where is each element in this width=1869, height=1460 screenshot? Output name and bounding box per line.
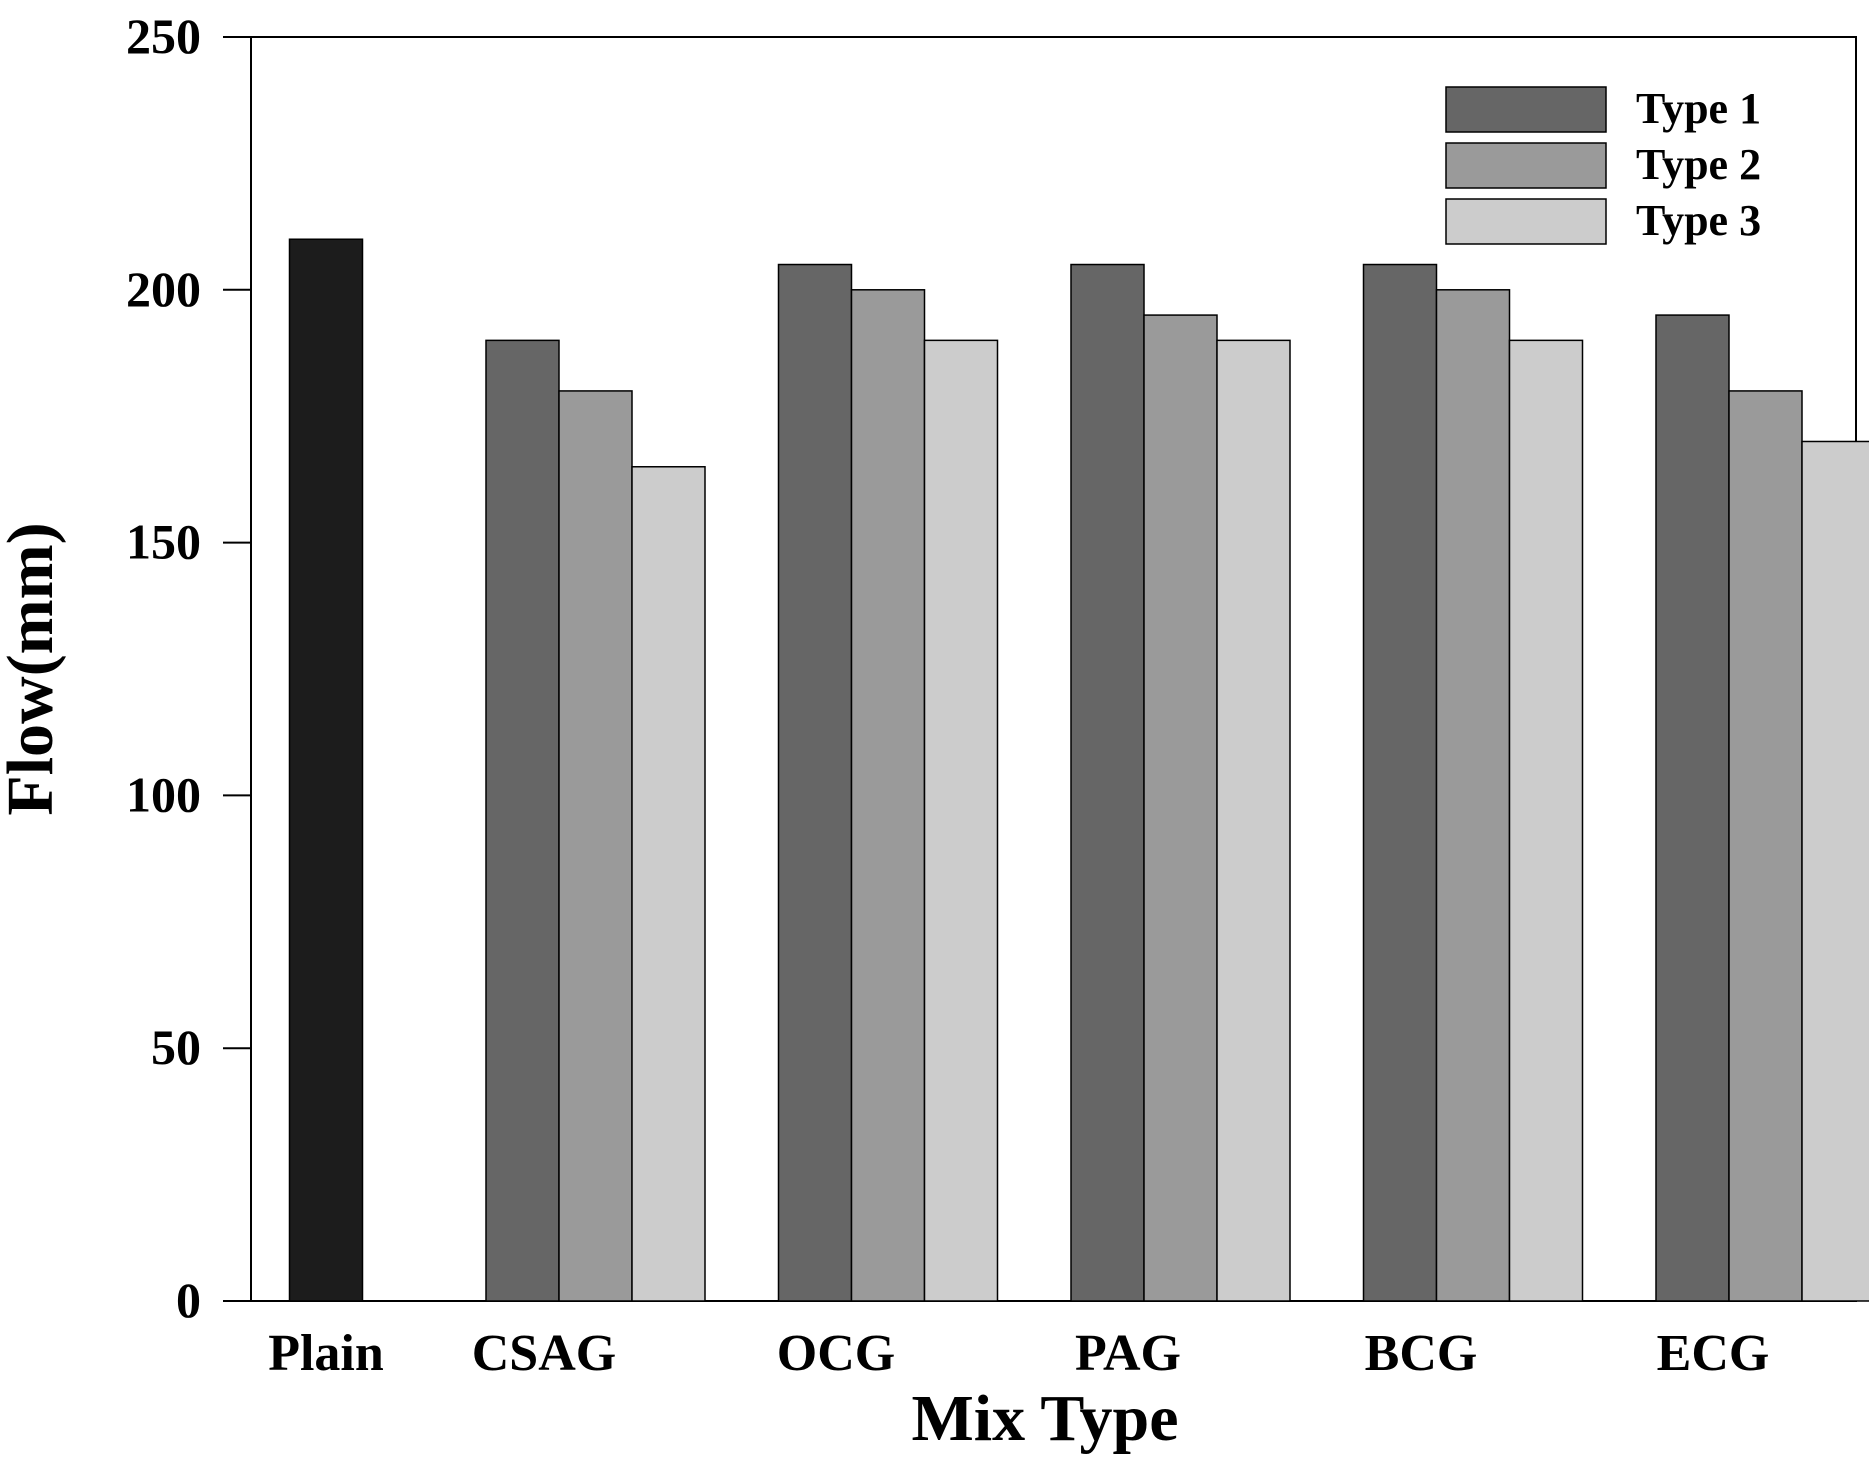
bar-csag-type2 bbox=[558, 390, 633, 1302]
legend-label-type1: Type 1 bbox=[1636, 84, 1761, 133]
bar-ecg-type2 bbox=[1728, 390, 1803, 1302]
legend: Type 1 Type 2 Type 3 bbox=[1445, 84, 1761, 245]
bar-csag-type3 bbox=[631, 466, 706, 1302]
bar-pag-type1 bbox=[1070, 263, 1145, 1302]
bar-ocg-type1 bbox=[777, 263, 853, 1302]
bar-bcg-type3 bbox=[1508, 339, 1584, 1302]
bar-ecg-type1 bbox=[1655, 314, 1730, 1302]
legend-swatch-type2 bbox=[1445, 142, 1607, 189]
y-tick-label-150: 150 bbox=[126, 514, 201, 570]
x-tick-label-csag: CSAG bbox=[472, 1325, 616, 1382]
y-axis-title: Flow(mm) bbox=[0, 522, 67, 815]
x-tick-label-plain: Plain bbox=[268, 1325, 384, 1382]
bar-plain bbox=[288, 238, 364, 1302]
y-tick-label-50: 50 bbox=[151, 1019, 201, 1075]
legend-label-type3: Type 3 bbox=[1636, 196, 1761, 245]
legend-swatch-type3 bbox=[1445, 198, 1607, 245]
bar-ocg-type3 bbox=[923, 339, 999, 1302]
y-axis: 0 50 100 150 200 250 bbox=[126, 8, 251, 1328]
x-axis: Plain CSAG OCG PAG BCG ECG bbox=[268, 1325, 1769, 1382]
x-tick-label-pag: PAG bbox=[1075, 1325, 1181, 1382]
legend-swatch-type1 bbox=[1445, 86, 1607, 133]
x-axis-title: Mix Type bbox=[911, 1382, 1178, 1455]
bar-ocg-type2 bbox=[850, 289, 926, 1302]
bar-ecg-type3 bbox=[1801, 440, 1869, 1302]
x-tick-label-ocg: OCG bbox=[777, 1325, 895, 1382]
y-tick-label-250: 250 bbox=[126, 8, 201, 64]
x-tick-label-bcg: BCG bbox=[1365, 1325, 1478, 1382]
bar-bcg-type2 bbox=[1435, 289, 1511, 1302]
bar-pag-type2 bbox=[1143, 314, 1218, 1302]
y-tick-label-200: 200 bbox=[126, 261, 201, 317]
bar-pag-type3 bbox=[1216, 339, 1291, 1302]
legend-label-type2: Type 2 bbox=[1636, 140, 1761, 189]
y-tick-label-0: 0 bbox=[176, 1272, 201, 1328]
bar-csag-type1 bbox=[485, 339, 560, 1302]
x-tick-label-ecg: ECG bbox=[1657, 1325, 1770, 1382]
y-tick-label-100: 100 bbox=[126, 766, 201, 822]
bar-bcg-type1 bbox=[1362, 263, 1438, 1302]
bars-group bbox=[288, 238, 1869, 1302]
